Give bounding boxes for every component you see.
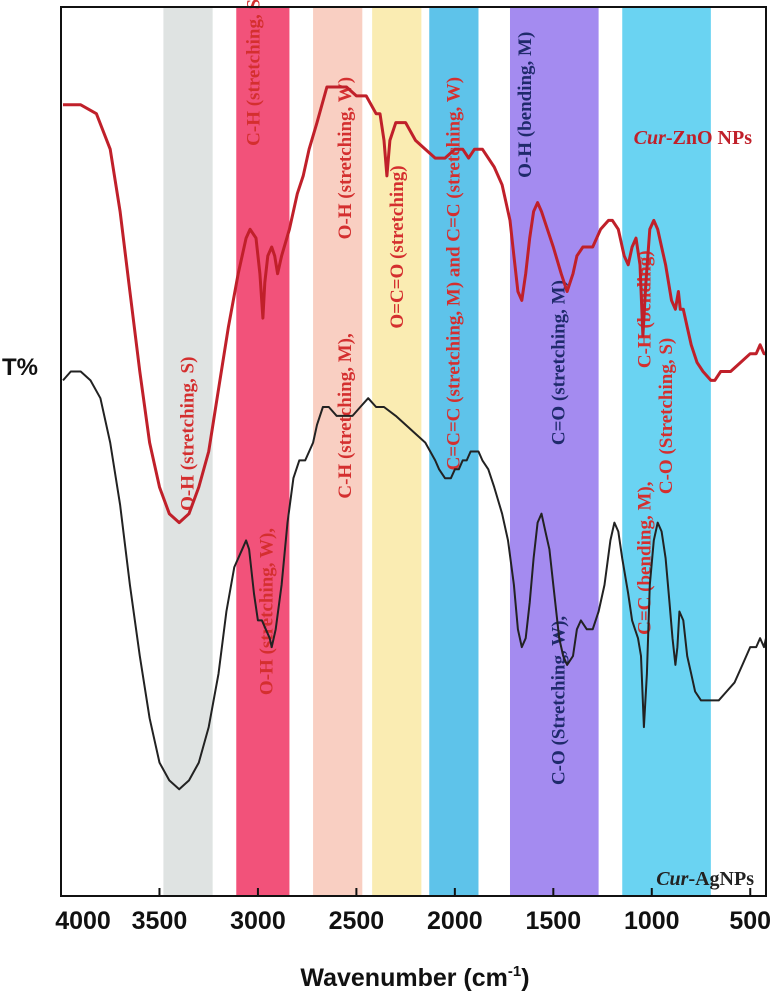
series-line-1 xyxy=(62,370,767,791)
series-layer xyxy=(62,85,767,791)
band-2 xyxy=(313,7,363,896)
band-annotation-3: O-H (stretching, W) xyxy=(335,77,356,239)
x-axis-label-tail: ) xyxy=(521,964,529,992)
x-tick-label-6: 1000 xyxy=(624,907,680,935)
band-annotation-12: C-O (Stretching, S) xyxy=(656,338,677,494)
series-label-cur-zno-rest: -ZnO NPs xyxy=(666,127,752,149)
series-line-0 xyxy=(63,85,766,525)
x-tick-label-2: 3000 xyxy=(230,907,286,935)
series-label-cur-ag: Cur-AgNPs xyxy=(656,868,754,890)
band-annotation-8: C=O (stretching, M) xyxy=(549,280,570,445)
x-axis: 4000 3500 3000 2500 2000 1500 1000 500 xyxy=(55,888,771,935)
band-0 xyxy=(163,7,213,896)
band-5 xyxy=(509,7,599,896)
band-1 xyxy=(236,7,290,896)
x-tick-label-3: 2500 xyxy=(329,907,385,935)
series-label-cur-zno: Cur-ZnO NPs xyxy=(634,127,753,149)
plot-frame xyxy=(60,6,767,897)
x-tick-label-1: 3500 xyxy=(132,907,188,935)
x-axis-label-main: Wavenumber (cm xyxy=(300,964,507,992)
band-annotation-1: C-H (stretching, S) xyxy=(243,0,264,146)
band-layer xyxy=(163,7,711,896)
band-annotation-6: C=C=C (stretching, M) and C=C (stretchin… xyxy=(443,77,464,470)
x-tick-label-7: 500 xyxy=(729,907,771,935)
series-label-cur-ag-rest: -AgNPs xyxy=(688,868,754,890)
series-label-cur-ag-italic: Cur xyxy=(656,868,688,890)
band-6 xyxy=(622,7,711,896)
y-axis-label: T% xyxy=(2,354,38,381)
band-3 xyxy=(372,7,422,896)
x-tick-label-4: 2000 xyxy=(427,907,483,935)
band-annotation-5: O=C=O (stretching) xyxy=(387,165,408,328)
x-tick-label-5: 1500 xyxy=(526,907,582,935)
x-tick-label-0: 4000 xyxy=(55,907,111,935)
x-axis-label-sup: -1 xyxy=(508,963,521,980)
band-annotation-2: O-H (stretching, W), xyxy=(256,528,277,695)
series-label-cur-zno-italic: Cur xyxy=(634,127,666,149)
x-axis-label: Wavenumber (cm-1) xyxy=(300,963,529,992)
band-annotation-0: O-H (stretching, S) xyxy=(178,357,199,511)
band-annotation-7: O-H (bending, M) xyxy=(515,32,536,178)
